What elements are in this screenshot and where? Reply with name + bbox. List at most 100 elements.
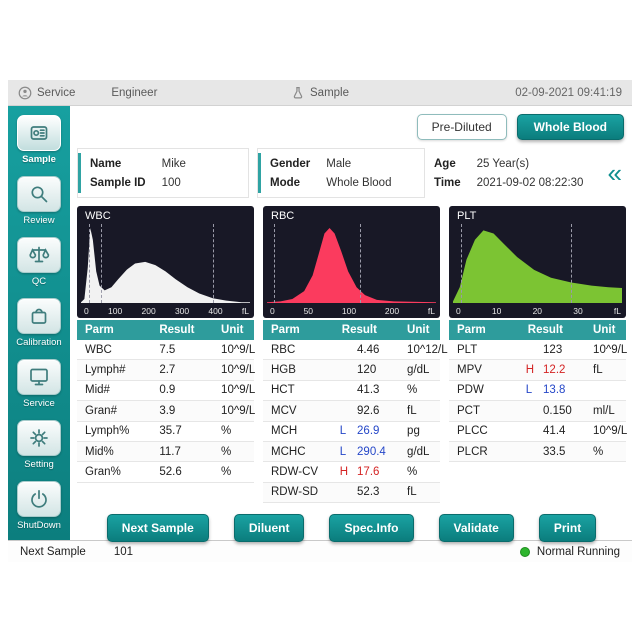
print-button[interactable]: Print bbox=[538, 514, 597, 543]
sidebar-item-label: Calibration bbox=[16, 336, 62, 348]
running-status-label: Normal Running bbox=[536, 545, 620, 558]
time-value: 2021-09-02 08:22:30 bbox=[476, 176, 584, 189]
menu-engineer[interactable]: Engineer bbox=[111, 87, 157, 99]
review-icon bbox=[17, 175, 61, 212]
discriminator-line bbox=[273, 224, 275, 303]
table-row: RDW-SD 52.3 fL bbox=[263, 482, 440, 504]
info-group-age-time: Age 25 Year(s) Time 2021-09-02 08:22:30 bbox=[433, 148, 596, 198]
top-menu-bar: Service Engineer Sample 02-09-2021 09:41… bbox=[8, 80, 632, 106]
gender-value: Male bbox=[326, 157, 352, 170]
diluent-button[interactable]: Diluent bbox=[233, 514, 305, 543]
sidebar-item-calibration[interactable]: Calibration bbox=[11, 292, 67, 353]
flask-icon bbox=[291, 86, 305, 100]
whole-blood-button[interactable]: Whole Blood bbox=[516, 114, 624, 140]
sidebar-item-shutdown[interactable]: ShutDown bbox=[11, 475, 67, 536]
histogram-title: RBC bbox=[271, 210, 295, 222]
calibration-icon bbox=[17, 297, 61, 334]
menu-service-label: Service bbox=[37, 86, 76, 99]
discriminator-line bbox=[359, 224, 361, 303]
accent-bar bbox=[78, 153, 81, 193]
tables-row: Parm Result Unit WBC 7.5 10^9/L Lymph# 2.7 10^9/… bbox=[77, 320, 627, 504]
axis-ticks: 0 10 20 30 fL bbox=[456, 306, 621, 316]
histogram-wbc: WBC 0 100 200 300 400 fL bbox=[77, 206, 254, 318]
sidebar-item-label: Review bbox=[23, 214, 55, 226]
table-row: MCHC L 290.4 g/dL bbox=[263, 441, 440, 463]
mode-value: Whole Blood bbox=[326, 176, 392, 189]
gender-label: Gender bbox=[270, 157, 311, 170]
discriminator-line bbox=[101, 224, 103, 303]
time-label: Time bbox=[434, 176, 461, 189]
table-row: PLT 123 10^9/L bbox=[449, 340, 627, 361]
sidebar-item-label: Setting bbox=[24, 458, 54, 470]
next-sample-label: Next Sample bbox=[20, 545, 86, 558]
table-header: Parm Result Unit bbox=[263, 320, 440, 340]
validate-button[interactable]: Validate bbox=[438, 514, 514, 543]
sample-id-label: Sample ID bbox=[90, 176, 146, 189]
main-content: Pre-Diluted Whole Blood Name Mike Sample… bbox=[70, 106, 632, 543]
histogram-plot bbox=[267, 224, 436, 303]
sidebar-item-sample[interactable]: Sample bbox=[11, 109, 67, 170]
discriminator-line bbox=[571, 224, 573, 303]
table-header: Parm Result Unit bbox=[77, 320, 254, 340]
table-row: PDW L 13.8 bbox=[449, 380, 626, 402]
info-group-demographics: Gender Male Mode Whole Blood bbox=[257, 148, 425, 198]
sample-icon bbox=[17, 114, 61, 151]
table-row: Lymph% 35.7% bbox=[77, 421, 254, 442]
status-bar: Next Sample 101 Normal Running bbox=[8, 540, 632, 562]
name-label: Name bbox=[90, 157, 122, 170]
sidebar-item-label: ShutDown bbox=[17, 519, 61, 531]
discriminator-line bbox=[212, 224, 214, 303]
discriminator-line bbox=[461, 224, 463, 303]
spec-info-button[interactable]: Spec.Info bbox=[329, 514, 414, 543]
menu-sample[interactable]: Sample bbox=[291, 86, 349, 100]
sidebar-item-label: QC bbox=[31, 275, 47, 287]
table-row: MCH L 26.9 pg bbox=[263, 421, 440, 442]
result-table-rbc: Parm Result Unit RBC 4.46 10^12/L HGB 120 g/dL HC… bbox=[263, 320, 448, 504]
sidebar-item-service[interactable]: Service bbox=[11, 353, 67, 414]
sidebar-item-setting[interactable]: Setting bbox=[11, 414, 67, 475]
result-table-wbc: Parm Result Unit WBC 7.5 10^9/L Lymph# 2.7 10^9/… bbox=[77, 320, 255, 483]
next-sample-value: 101 bbox=[113, 545, 134, 558]
datetime-display: 02-09-2021 09:41:19 bbox=[515, 86, 622, 99]
next-sample-button[interactable]: Next Sample bbox=[106, 514, 209, 543]
shutdown-icon bbox=[17, 480, 61, 517]
histogram-rbc: RBC 0 50 100 200 fL bbox=[263, 206, 440, 318]
sidebar-item-label: Service bbox=[23, 397, 55, 409]
sidebar-item-review[interactable]: Review bbox=[11, 170, 67, 231]
table-row: PCT 0.150 ml/L bbox=[449, 401, 626, 422]
user-icon bbox=[18, 86, 32, 100]
status-dot-icon bbox=[519, 546, 530, 557]
table-header: Parm Result Unit bbox=[449, 320, 626, 340]
sidebar-item-label: Sample bbox=[22, 153, 56, 165]
menu-sample-label: Sample bbox=[310, 86, 349, 99]
sidebar-item-qc[interactable]: QC bbox=[11, 231, 67, 292]
table-row: Mid% 11.7% bbox=[77, 441, 254, 463]
analyzer-app: Service Engineer Sample 02-09-2021 09:41… bbox=[8, 80, 632, 562]
pre-diluted-button[interactable]: Pre-Diluted bbox=[416, 114, 507, 140]
menu-service[interactable]: Service bbox=[18, 86, 75, 100]
table-row: WBC 7.5 10^9/L bbox=[77, 340, 255, 361]
table-row: RBC 4.46 10^12/L bbox=[263, 340, 448, 361]
histogram-plot bbox=[453, 224, 622, 303]
sample-id-value: 100 bbox=[161, 176, 181, 189]
table-row: RDW-CV H 17.6% bbox=[263, 462, 440, 483]
table-row: MPV H 12.2 fL bbox=[449, 360, 626, 381]
table-row: HCT 41.3% bbox=[263, 380, 440, 402]
menu-engineer-label: Engineer bbox=[111, 86, 158, 99]
axis-ticks: 0 50 100 200 fL bbox=[270, 306, 435, 316]
axis-ticks: 0 100 200 300 400 fL bbox=[84, 306, 249, 316]
mode-label: Mode bbox=[270, 176, 301, 189]
table-row: PLCC 41.4 10^9/L bbox=[449, 421, 627, 442]
table-row: Mid# 0.9 10^9/L bbox=[77, 380, 255, 402]
table-row: HGB 120 g/dL bbox=[263, 360, 440, 381]
service-icon bbox=[17, 358, 61, 395]
histogram-title: WBC bbox=[85, 210, 111, 222]
age-label: Age bbox=[434, 157, 456, 170]
collapse-panel-button[interactable]: « bbox=[604, 160, 626, 186]
age-value: 25 Year(s) bbox=[476, 157, 530, 170]
table-row: Gran% 52.6% bbox=[77, 462, 254, 483]
sidebar: Sample Review QC Calibration Service Setting S… bbox=[8, 106, 70, 540]
histogram-plot bbox=[81, 224, 250, 303]
name-value: Mike bbox=[161, 157, 186, 170]
info-group-identity: Name Mike Sample ID 100 bbox=[77, 148, 249, 198]
